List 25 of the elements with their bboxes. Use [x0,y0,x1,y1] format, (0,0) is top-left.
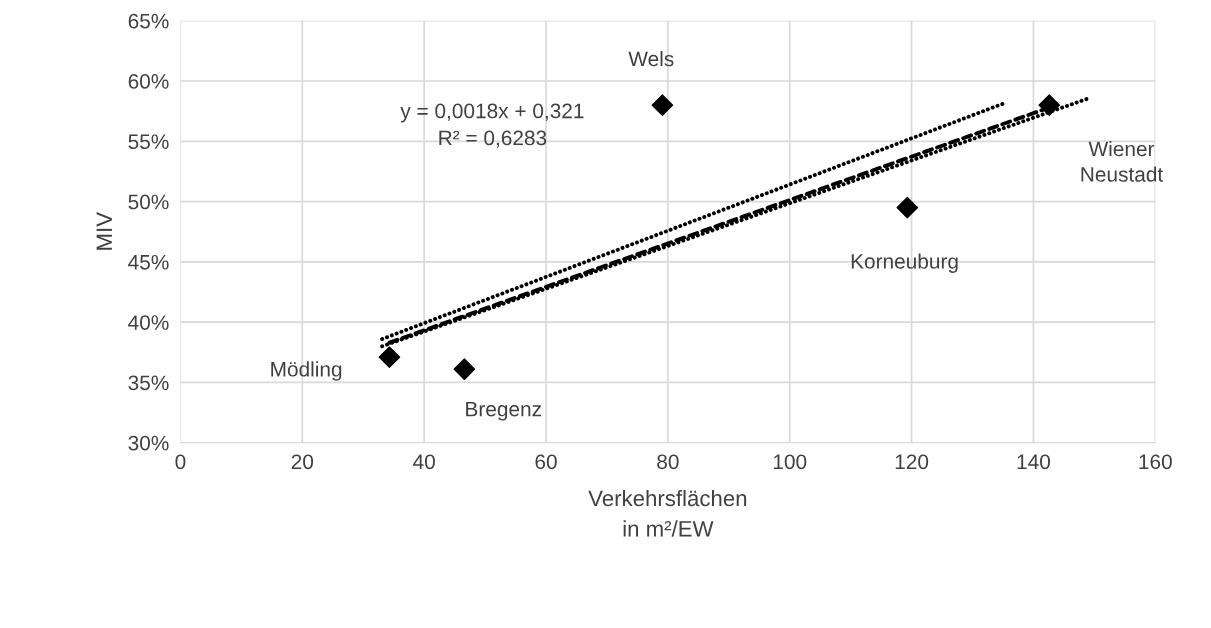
x-tick-label: 140 [1017,454,1050,470]
x-tick-label: 100 [773,454,807,470]
annotation: Bregenz [466,401,542,421]
x-tick-label: 120 [895,454,929,470]
x-tick-label: 40 [413,454,435,470]
annotation: Wiener Neustadt [1081,141,1164,182]
annotation: Mödling [271,361,342,381]
y-tick-label: 60% [128,74,169,89]
x-tick-label: 60 [535,454,557,470]
y-tick-label: 50% [128,194,169,210]
y-tick-label: 65% [128,13,169,29]
annotation: Wels [628,50,674,67]
y-axis-title: MIV [96,212,112,250]
y-tick-label: 45% [128,254,169,270]
y-tick-label: 30% [128,435,169,451]
annotation: y = 0,0018x + 0,321 R² = 0,6283 [400,103,584,148]
x-tick-label: 80 [657,454,679,470]
annotation: Korneuburg [851,253,958,273]
x-tick-label: 0 [175,454,186,470]
x-tick-label: 20 [291,454,314,470]
y-tick-label: 55% [128,134,169,150]
y-tick-label: 40% [128,315,169,330]
x-tick-label: 160 [1139,454,1172,470]
y-tick-label: 35% [128,375,169,391]
x-axis-title: Verkehrsflächen in m²/EW [588,489,747,537]
